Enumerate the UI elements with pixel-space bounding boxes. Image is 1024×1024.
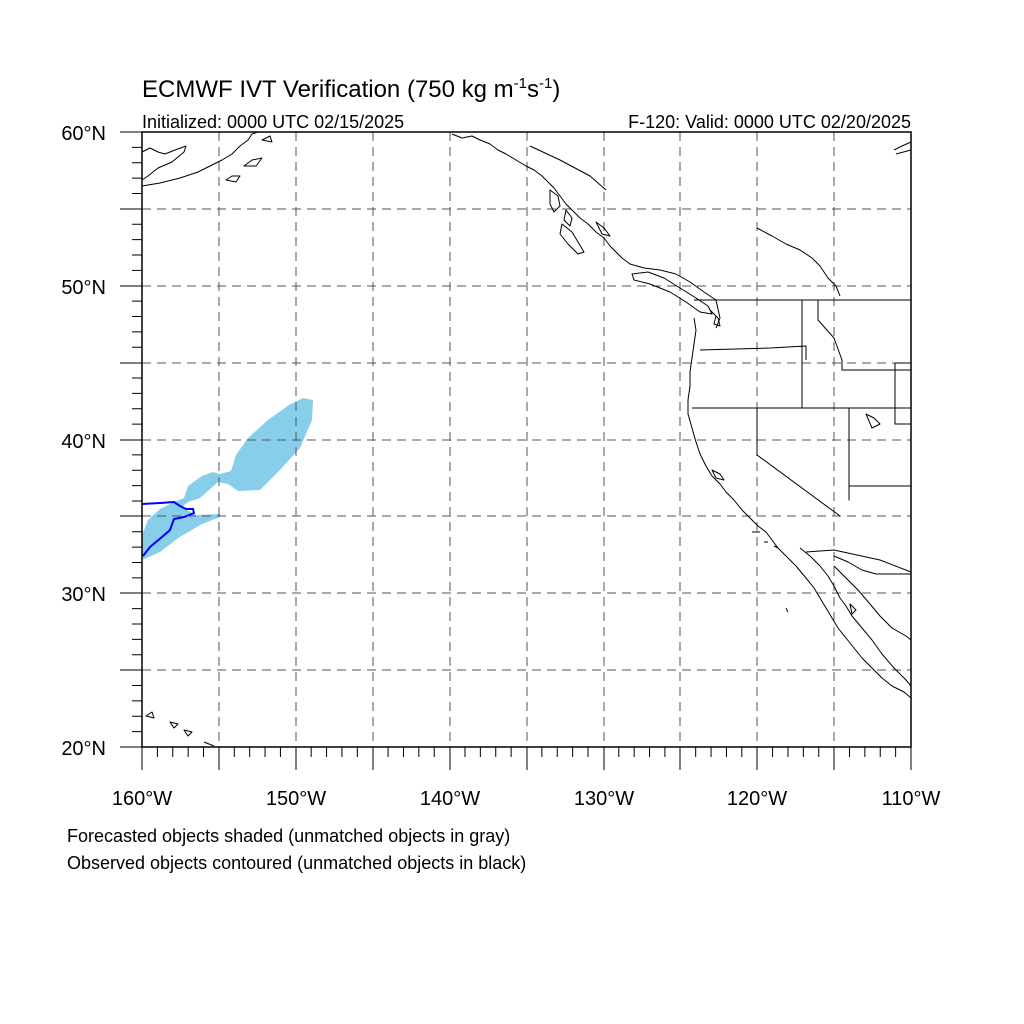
forecast-objects: [142, 398, 313, 560]
lon-label-160w: 160°W: [112, 788, 172, 810]
lon-label-110w: 110°W: [882, 788, 941, 810]
lat-label-20: 20°N: [61, 738, 106, 760]
observed-legend-note: Observed objects contoured (unmatched ob…: [67, 853, 527, 873]
baja-california-coast: [777, 547, 912, 699]
lon-label-130w: 130°W: [574, 788, 634, 810]
lon-label-120w: 120°W: [727, 788, 787, 810]
political-borders: [692, 299, 912, 573]
lat-label-30: 30°N: [61, 584, 106, 606]
map-title: ECMWF IVT Verification (750 kg m-1s-1): [142, 75, 560, 103]
alaska-peninsula-coast: [141, 145, 187, 181]
axis-ticks: [120, 131, 912, 770]
lat-label-60: 60°N: [61, 123, 106, 145]
us-west-coast: [687, 317, 779, 549]
lon-label-150w: 150°W: [266, 788, 326, 810]
vancouver-island: [631, 271, 713, 315]
gulf-of-alaska-coast: [451, 133, 623, 259]
observed-objects: [141, 500, 196, 557]
lat-label-50: 50°N: [61, 277, 106, 299]
coastlines: [141, 131, 912, 747]
observed-contour: [141, 500, 196, 557]
lon-label-140w: 140°W: [420, 788, 480, 810]
init-time-label: Initialized: 0000 UTC 02/15/2025: [142, 112, 404, 132]
hawaii-islands: [145, 711, 215, 747]
valid-time-label: F-120: Valid: 0000 UTC 02/20/2025: [628, 112, 911, 132]
lat-lon-grid: [142, 132, 911, 747]
forecast-object-main: [142, 398, 313, 560]
minor-ticks: [132, 146, 897, 757]
lat-label-40: 40°N: [61, 431, 106, 453]
forecast-legend-note: Forecasted objects shaded (unmatched obj…: [67, 826, 511, 846]
